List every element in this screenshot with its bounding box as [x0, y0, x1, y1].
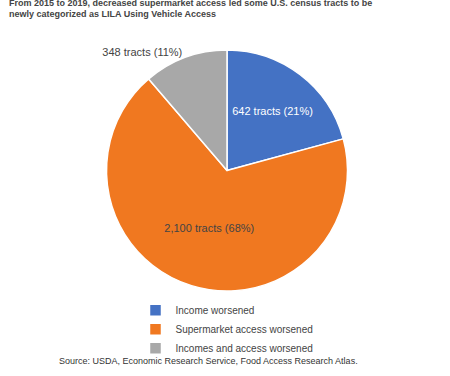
svg-text:From 2015 to 2019, decreased s: From 2015 to 2019, decreased supermarket… — [9, 0, 372, 19]
svg-text:Supermarket access worsened: Supermarket access worsened — [176, 324, 313, 335]
svg-text:Income worsened: Income worsened — [176, 305, 255, 316]
svg-text:Incomes and access worsened: Incomes and access worsened — [176, 343, 313, 354]
svg-text:348 tracts (11%): 348 tracts (11%) — [102, 46, 182, 58]
svg-text:2,100 tracts (68%): 2,100 tracts (68%) — [164, 222, 254, 234]
svg-text:Source: USDA, Economic Researc: Source: USDA, Economic Research Service,… — [59, 356, 358, 366]
svg-text:642 tracts (21%): 642 tracts (21%) — [232, 105, 313, 117]
